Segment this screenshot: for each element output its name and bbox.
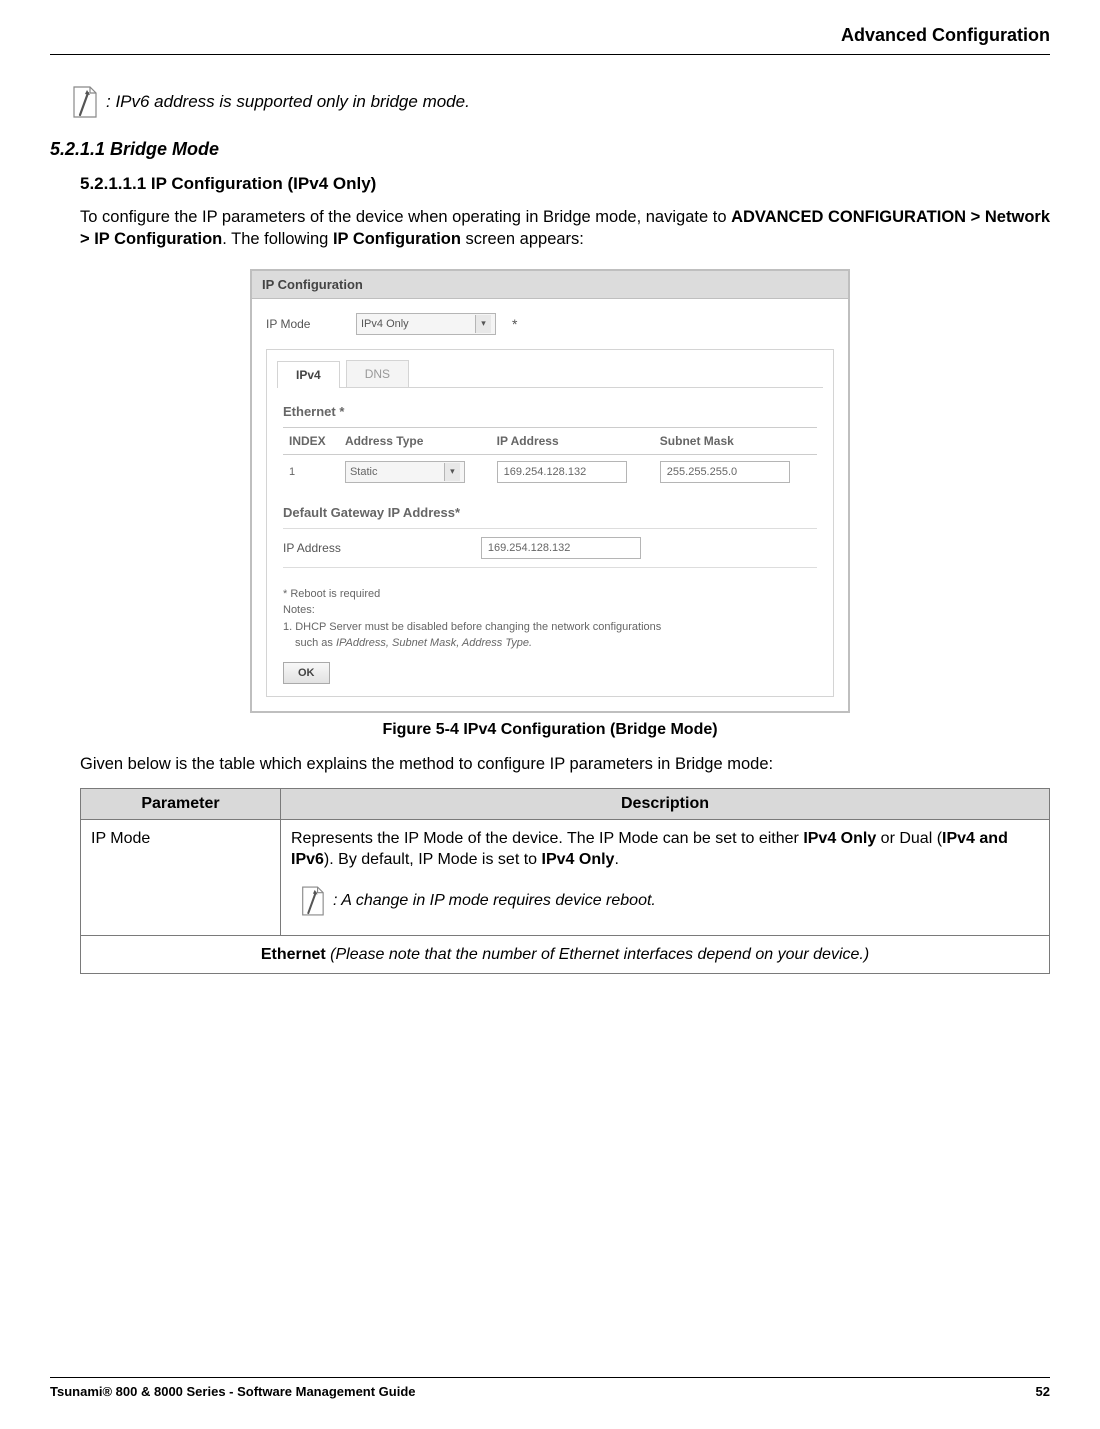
footer-left: Tsunami® 800 & 8000 Series - Software Ma… xyxy=(50,1384,416,1399)
figure-caption: Figure 5-4 IPv4 Configuration (Bridge Mo… xyxy=(50,721,1050,739)
heading-ip-config: 5.2.1.1.1 IP Configuration (IPv4 Only) xyxy=(80,174,1050,194)
ss-eth-table: INDEX Address Type IP Address Subnet Mas… xyxy=(283,427,817,489)
desc-text: ). By default, IP Mode is set to xyxy=(324,851,542,868)
ss-notes-line2-ital: IPAddress, Subnet Mask, Address Type. xyxy=(336,637,532,649)
desc-text: or Dual ( xyxy=(876,830,942,847)
tab-dns[interactable]: DNS xyxy=(346,360,409,387)
ss-mask-input[interactable] xyxy=(660,461,790,483)
para-pre: To configure the IP parameters of the de… xyxy=(80,208,731,226)
cell-note-text: : A change in IP mode requires device re… xyxy=(333,890,656,912)
footer-right: 52 xyxy=(1036,1384,1050,1399)
ss-ipmode-label: IP Mode xyxy=(266,317,346,331)
ss-gw-label: IP Address xyxy=(283,541,341,555)
chevron-down-icon: ▾ xyxy=(444,463,460,481)
cell-note: : A change in IP mode requires device re… xyxy=(291,885,1039,917)
ss-atype-value: Static xyxy=(350,466,378,478)
table-row-ethernet: Ethernet (Please note that the number of… xyxy=(81,935,1050,974)
ss-notes-line2: such as xyxy=(295,637,336,649)
ss-gw-row: IP Address xyxy=(283,528,817,568)
param-table: Parameter Description IP Mode Represents… xyxy=(80,788,1050,975)
note-icon xyxy=(299,885,325,917)
ss-atype-select[interactable]: Static ▾ xyxy=(345,461,465,483)
ss-ipmode-select[interactable]: IPv4 Only ▾ xyxy=(356,313,496,335)
ss-tabs: IPv4 DNS xyxy=(267,350,833,387)
ss-titlebar: IP Configuration xyxy=(252,271,848,299)
cell-ethernet: Ethernet (Please note that the number of… xyxy=(81,935,1050,974)
ss-notes-label: Notes: xyxy=(283,602,817,619)
ss-notes: * Reboot is required Notes: 1. DHCP Serv… xyxy=(283,586,817,652)
ss-body: IP Mode IPv4 Only ▾ * IPv4 DNS Ethernet … xyxy=(252,299,848,711)
desc-text: . xyxy=(614,851,618,868)
col-ipaddr: IP Address xyxy=(491,427,654,454)
table-intro: Given below is the table which explains … xyxy=(80,755,1050,774)
para-bold-screen: IP Configuration xyxy=(333,230,461,248)
page-footer: Tsunami® 800 & 8000 Series - Software Ma… xyxy=(50,1377,1050,1399)
ss-gw-input[interactable] xyxy=(481,537,641,559)
note-text: : IPv6 address is supported only in brid… xyxy=(106,92,470,112)
table-row: IP Mode Represents the IP Mode of the de… xyxy=(81,819,1050,935)
ss-eth-heading: Ethernet * xyxy=(283,404,817,419)
table-row: 1 Static ▾ xyxy=(283,454,817,489)
table-header-row: INDEX Address Type IP Address Subnet Mas… xyxy=(283,427,817,454)
desc-text: Represents the IP Mode of the device. Th… xyxy=(291,830,803,847)
heading-bridge-mode: 5.2.1.1 Bridge Mode xyxy=(50,139,1050,160)
cell-index: 1 xyxy=(283,454,339,489)
ss-ipmode-value: IPv4 Only xyxy=(361,318,409,330)
ss-tabcontent: Ethernet * INDEX Address Type IP Address… xyxy=(267,388,833,696)
footer-rule xyxy=(50,1377,1050,1378)
header-rule xyxy=(50,54,1050,55)
intro-paragraph: To configure the IP parameters of the de… xyxy=(80,206,1050,251)
page-header-title: Advanced Configuration xyxy=(50,25,1050,54)
chevron-down-icon: ▾ xyxy=(475,315,491,333)
ss-ip-input[interactable] xyxy=(497,461,627,483)
ok-button[interactable]: OK xyxy=(283,662,330,684)
note-ipv6: : IPv6 address is supported only in brid… xyxy=(70,85,1050,119)
col-description: Description xyxy=(281,788,1050,819)
note-icon xyxy=(70,85,98,119)
para-mid: . The following xyxy=(222,230,333,248)
tab-ipv4[interactable]: IPv4 xyxy=(277,361,340,388)
cell-param-ipmode: IP Mode xyxy=(81,819,281,935)
eth-italic: (Please note that the number of Ethernet… xyxy=(326,946,869,963)
col-parameter: Parameter xyxy=(81,788,281,819)
ss-reboot-note: * Reboot is required xyxy=(283,586,817,603)
ss-ipmode-row: IP Mode IPv4 Only ▾ * xyxy=(266,313,834,335)
desc-bold: IPv4 Only xyxy=(803,830,876,847)
col-atype: Address Type xyxy=(339,427,491,454)
table-header-row: Parameter Description xyxy=(81,788,1050,819)
ss-inner-panel: IPv4 DNS Ethernet * INDEX Address Type I… xyxy=(266,349,834,697)
desc-bold: IPv4 Only xyxy=(542,851,615,868)
ss-gw-heading: Default Gateway IP Address* xyxy=(283,505,817,520)
screenshot-wrap: IP Configuration IP Mode IPv4 Only ▾ * I… xyxy=(50,269,1050,713)
ip-config-screenshot: IP Configuration IP Mode IPv4 Only ▾ * I… xyxy=(250,269,850,713)
ss-notes-line1: 1. DHCP Server must be disabled before c… xyxy=(283,619,817,636)
col-mask: Subnet Mask xyxy=(654,427,817,454)
col-index: INDEX xyxy=(283,427,339,454)
para-post: screen appears: xyxy=(461,230,584,248)
eth-bold: Ethernet xyxy=(261,946,326,963)
ss-star: * xyxy=(512,316,517,332)
cell-desc-ipmode: Represents the IP Mode of the device. Th… xyxy=(281,819,1050,935)
